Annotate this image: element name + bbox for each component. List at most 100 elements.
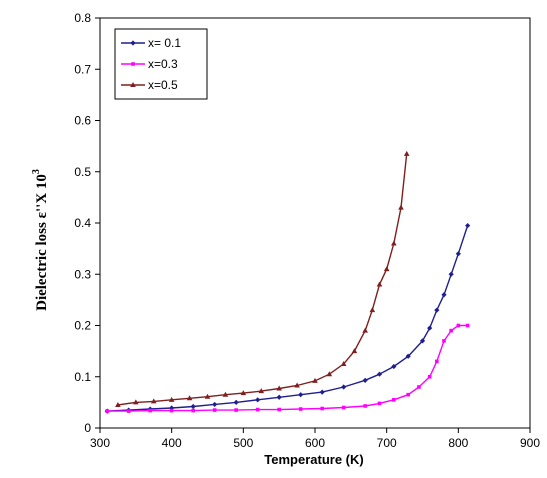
data-point <box>150 398 157 404</box>
data-point <box>312 377 318 383</box>
data-point <box>126 409 131 413</box>
y-tick-label: 0.3 <box>74 267 91 281</box>
x-tick-label: 800 <box>448 436 468 450</box>
data-point <box>212 401 218 408</box>
data-point <box>204 393 211 399</box>
data-point <box>276 394 282 400</box>
y-tick-label: 0.5 <box>74 165 91 179</box>
y-tick-label: 0.1 <box>74 370 91 384</box>
data-point <box>298 407 303 411</box>
data-point <box>376 371 383 377</box>
data-point <box>362 327 368 333</box>
series-3 <box>115 150 410 407</box>
data-point <box>363 404 367 408</box>
x-tick-label: 500 <box>233 436 253 450</box>
y-tick-label: 0.2 <box>74 319 91 333</box>
data-point <box>351 348 358 354</box>
x-tick-label: 900 <box>520 436 540 450</box>
data-point <box>362 377 368 383</box>
data-point <box>341 405 346 410</box>
data-point <box>465 222 471 229</box>
data-point <box>376 281 383 287</box>
y-axis-title-exponent: 3 <box>31 169 42 174</box>
data-point <box>130 40 136 46</box>
y-tick-label: 0.7 <box>74 62 91 76</box>
data-point <box>186 395 193 401</box>
data-point <box>455 251 461 257</box>
data-point <box>222 391 229 397</box>
data-point <box>383 266 390 272</box>
data-point <box>276 385 282 391</box>
data-point <box>419 338 426 344</box>
data-point <box>449 328 453 333</box>
data-point <box>417 385 421 389</box>
data-point <box>234 408 238 412</box>
series-1 <box>104 222 471 414</box>
data-point <box>191 408 195 413</box>
series-2 <box>105 323 470 413</box>
data-point <box>319 389 325 395</box>
data-point <box>465 323 470 328</box>
data-point <box>434 307 440 313</box>
y-axis-title-group: Dielectric loss ε''X 103 <box>31 169 50 311</box>
data-point <box>403 150 410 156</box>
series-line <box>107 225 469 412</box>
legend-label: x= 0.1 <box>148 36 181 50</box>
data-point <box>392 398 396 402</box>
data-point <box>441 292 447 298</box>
data-point <box>131 62 135 66</box>
y-tick-label: 0.6 <box>74 114 91 128</box>
data-point <box>130 82 136 87</box>
data-point <box>369 307 376 313</box>
data-point <box>456 323 461 328</box>
x-tick-label: 600 <box>305 436 325 450</box>
data-point <box>105 409 109 413</box>
data-point <box>133 399 139 405</box>
legend-item: x=0.3 <box>121 57 178 71</box>
legend-label: x=0.3 <box>148 57 178 71</box>
data-point <box>341 384 347 390</box>
data-point <box>442 339 446 343</box>
data-point <box>406 392 410 397</box>
data-point <box>448 271 454 277</box>
data-point <box>391 240 397 246</box>
x-tick-label: 700 <box>377 436 397 450</box>
data-point <box>427 325 433 331</box>
data-point <box>326 371 333 377</box>
data-point <box>427 374 432 379</box>
axes: 300 400 500 600 700 800 900 0 0.1 0.2 0.3 0.4 0.5 0.6… <box>74 11 540 450</box>
series-line <box>117 153 408 406</box>
data-point <box>277 407 281 412</box>
data-point <box>405 353 411 359</box>
series-layer <box>104 150 471 414</box>
data-point <box>190 403 196 410</box>
y-tick-label: 0 <box>84 421 91 435</box>
y-tick-label: 0.4 <box>74 216 91 230</box>
x-tick-label: 400 <box>162 436 182 450</box>
data-point <box>294 382 300 388</box>
data-point <box>435 359 439 364</box>
data-point <box>148 408 152 413</box>
x-axis-title: Temperature (K) <box>264 452 363 467</box>
data-point <box>298 392 304 398</box>
legend-label: x=0.5 <box>148 78 178 92</box>
data-point <box>168 396 175 402</box>
legend: x= 0.1 x=0.3 x=0.5 <box>114 28 208 100</box>
data-point <box>377 401 382 406</box>
y-axis-title: Dielectric loss ε''X 10 <box>34 174 50 311</box>
data-point <box>391 363 397 370</box>
data-point <box>240 390 247 396</box>
data-point <box>115 401 121 407</box>
y-tick-label: 0.8 <box>74 11 91 25</box>
legend-item: x= 0.1 <box>121 36 181 50</box>
y-axis-title-text: Dielectric loss ε''X 103 <box>31 169 50 311</box>
data-point <box>233 399 239 405</box>
data-point <box>255 407 260 412</box>
data-point <box>255 397 261 403</box>
data-point <box>320 406 324 411</box>
data-point <box>258 388 265 394</box>
data-point <box>398 204 404 210</box>
data-point <box>212 408 217 412</box>
series-line <box>107 324 468 412</box>
